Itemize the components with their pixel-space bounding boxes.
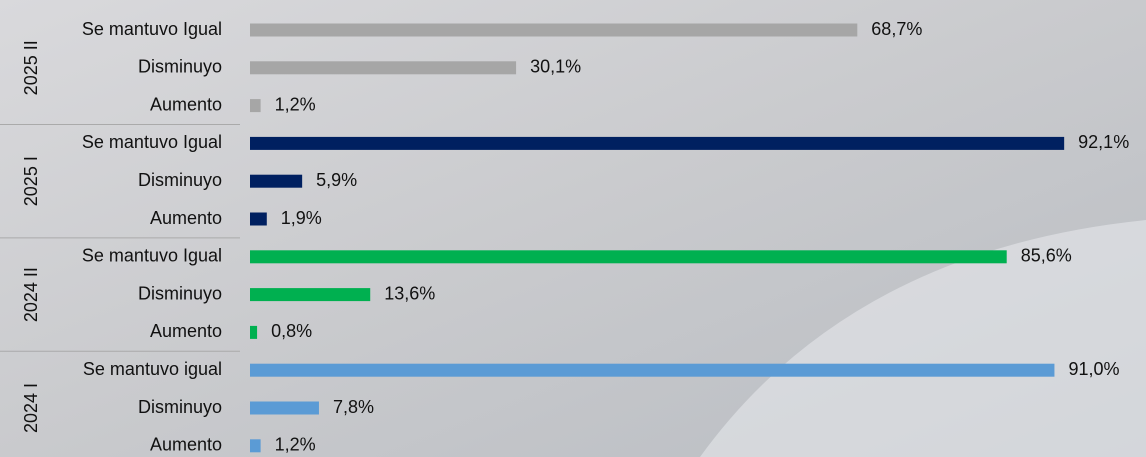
bar [250,363,1055,377]
value-label: 85,6% [1021,246,1072,266]
bar [250,212,267,226]
bar [250,250,1007,264]
bar [250,136,1065,150]
value-label: 68,7% [871,19,922,39]
value-label: 0,8% [271,321,312,341]
bar [250,288,371,302]
category-label: Disminuyo [138,170,222,190]
category-label: Disminuyo [138,283,222,303]
bar [250,61,517,75]
category-label: Aumento [150,208,222,228]
value-label: 92,1% [1078,132,1129,152]
group-label: 2025 I [21,156,41,206]
category-label: Se mantuvo igual [83,359,222,379]
category-label: Disminuyo [138,397,222,417]
bar [250,99,261,113]
bar [250,401,319,415]
value-label: 1,2% [275,94,316,114]
category-label: Disminuyo [138,57,222,77]
value-label: 30,1% [530,57,581,77]
bar [250,23,858,37]
category-label: Se mantuvo Igual [82,246,222,266]
bar [250,439,261,453]
value-label: 91,0% [1068,359,1119,379]
value-label: 1,9% [281,208,322,228]
category-label: Se mantuvo Igual [82,19,222,39]
group-label: 2025 II [21,40,41,95]
category-label: Aumento [150,94,222,114]
bar [250,174,303,188]
value-label: 5,9% [316,170,357,190]
group-label: 2024 I [21,383,41,433]
value-label: 13,6% [384,283,435,303]
group-label: 2024 II [21,267,41,322]
category-label: Se mantuvo Igual [82,132,222,152]
category-label: Aumento [150,435,222,455]
background-shape [700,220,1146,457]
bar [250,325,258,339]
value-label: 1,2% [275,435,316,455]
value-label: 7,8% [333,397,374,417]
category-label: Aumento [150,321,222,341]
